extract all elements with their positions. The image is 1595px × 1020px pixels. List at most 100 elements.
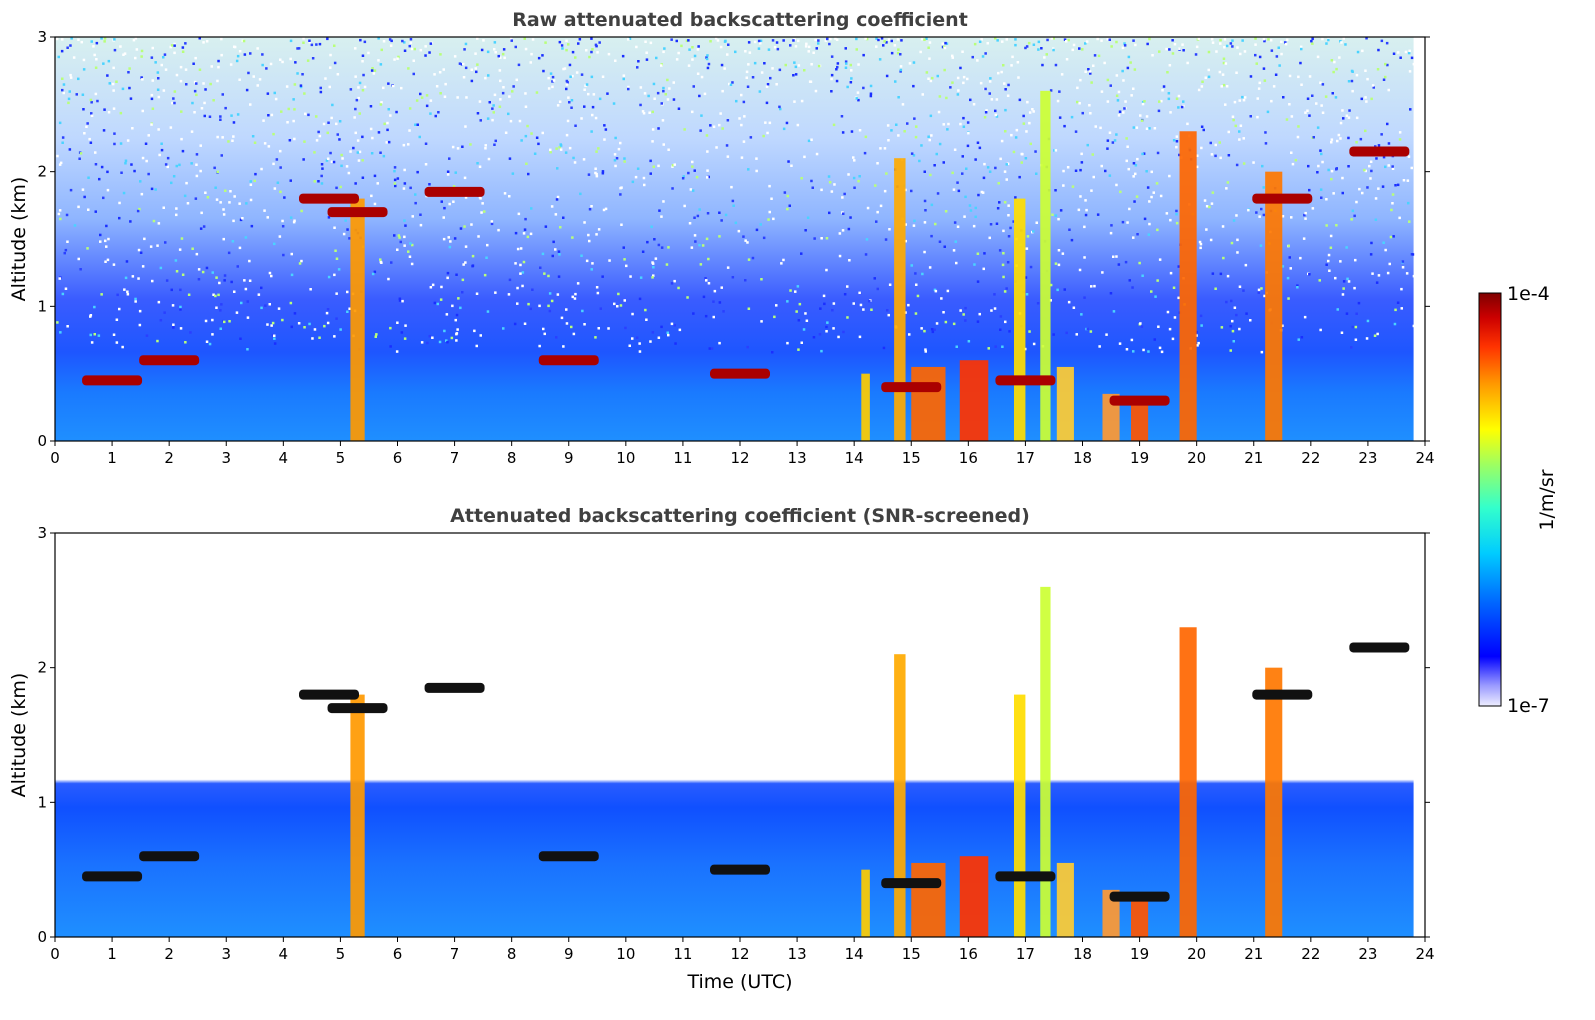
noise-pixel <box>584 84 587 87</box>
x-tick-label: 19 <box>1130 945 1149 963</box>
noise-pixel <box>718 123 721 127</box>
noise-pixel <box>197 278 201 281</box>
noise-pixel <box>820 237 823 240</box>
noise-pixel <box>574 56 577 59</box>
cloud-layer <box>299 193 359 204</box>
noise-pixel <box>1121 46 1125 50</box>
noise-pixel <box>455 273 458 276</box>
noise-pixel <box>1079 78 1082 82</box>
noise-pixel <box>1266 110 1270 114</box>
noise-pixel <box>1062 169 1065 173</box>
noise-pixel <box>714 37 718 40</box>
noise-pixel <box>409 186 412 190</box>
noise-pixel <box>1263 294 1266 298</box>
x-tick-label: 10 <box>616 449 635 467</box>
noise-pixel <box>1238 130 1241 133</box>
noise-pixel <box>1125 137 1128 140</box>
noise-pixel <box>1133 68 1137 71</box>
x-tick-label: 16 <box>959 449 978 467</box>
noise-pixel <box>705 56 708 59</box>
noise-pixel <box>414 123 417 126</box>
noise-pixel <box>693 169 696 172</box>
noise-pixel <box>119 142 123 145</box>
noise-pixel <box>1003 201 1007 204</box>
noise-pixel <box>448 157 451 160</box>
noise-pixel <box>1233 100 1237 104</box>
noise-pixel <box>1057 263 1061 267</box>
noise-pixel <box>510 39 513 42</box>
raw-heatmap <box>55 37 1416 441</box>
noise-pixel <box>746 241 749 244</box>
noise-pixel <box>347 171 351 175</box>
noise-pixel <box>486 310 490 313</box>
noise-pixel <box>623 299 626 302</box>
precip-column <box>1265 667 1283 937</box>
noise-pixel <box>628 344 631 347</box>
noise-pixel <box>1156 228 1159 232</box>
cloud-layer <box>710 368 770 379</box>
noise-pixel <box>638 342 641 345</box>
noise-pixel <box>428 183 431 186</box>
noise-pixel <box>794 45 798 48</box>
noise-pixel <box>90 112 93 115</box>
noise-pixel <box>68 90 71 93</box>
noise-pixel <box>342 232 346 236</box>
noise-pixel <box>455 313 459 317</box>
noise-pixel <box>248 259 251 263</box>
noise-pixel <box>455 332 458 336</box>
noise-pixel <box>1341 191 1344 195</box>
noise-pixel <box>1339 121 1343 125</box>
noise-pixel <box>411 243 414 247</box>
noise-pixel <box>379 63 383 66</box>
noise-pixel <box>1052 333 1055 336</box>
noise-pixel <box>89 141 93 144</box>
noise-pixel <box>1117 90 1121 94</box>
noise-pixel <box>972 224 976 228</box>
x-tick-label: 14 <box>845 449 864 467</box>
noise-pixel <box>1412 274 1416 278</box>
noise-pixel <box>988 236 991 240</box>
noise-pixel <box>931 330 935 334</box>
noise-pixel <box>393 182 397 185</box>
noise-pixel <box>579 192 582 196</box>
noise-pixel <box>297 47 301 50</box>
noise-pixel <box>356 151 360 154</box>
noise-pixel <box>325 159 329 162</box>
noise-pixel <box>271 321 275 325</box>
noise-pixel <box>116 293 119 297</box>
noise-pixel <box>308 322 311 326</box>
noise-pixel <box>1202 128 1205 132</box>
noise-pixel <box>464 66 468 70</box>
noise-pixel <box>1336 308 1339 311</box>
noise-pixel <box>492 104 495 107</box>
noise-pixel <box>320 163 324 166</box>
noise-pixel <box>1332 192 1335 195</box>
noise-pixel <box>429 42 433 45</box>
noise-pixel <box>1168 64 1172 67</box>
noise-pixel <box>1287 297 1290 300</box>
noise-pixel <box>1007 214 1010 217</box>
noise-pixel <box>956 76 960 80</box>
noise-pixel <box>107 59 111 63</box>
noise-pixel <box>258 78 262 81</box>
noise-pixel <box>1132 350 1135 353</box>
noise-pixel <box>346 228 349 231</box>
noise-pixel <box>1245 312 1248 315</box>
noise-pixel <box>1376 68 1380 71</box>
noise-pixel <box>1175 209 1178 213</box>
noise-pixel <box>1142 152 1146 155</box>
noise-pixel <box>1200 324 1203 327</box>
noise-pixel <box>567 43 570 46</box>
noise-pixel <box>1330 141 1333 144</box>
noise-pixel <box>683 128 686 131</box>
noise-pixel <box>570 99 574 102</box>
noise-pixel <box>390 39 393 43</box>
noise-pixel <box>124 276 128 280</box>
noise-pixel <box>735 99 738 103</box>
noise-pixel <box>1128 207 1131 211</box>
noise-pixel <box>205 266 209 270</box>
noise-pixel <box>1366 186 1369 189</box>
noise-pixel <box>242 39 246 43</box>
noise-pixel <box>1254 43 1257 46</box>
precip-column <box>911 862 946 937</box>
